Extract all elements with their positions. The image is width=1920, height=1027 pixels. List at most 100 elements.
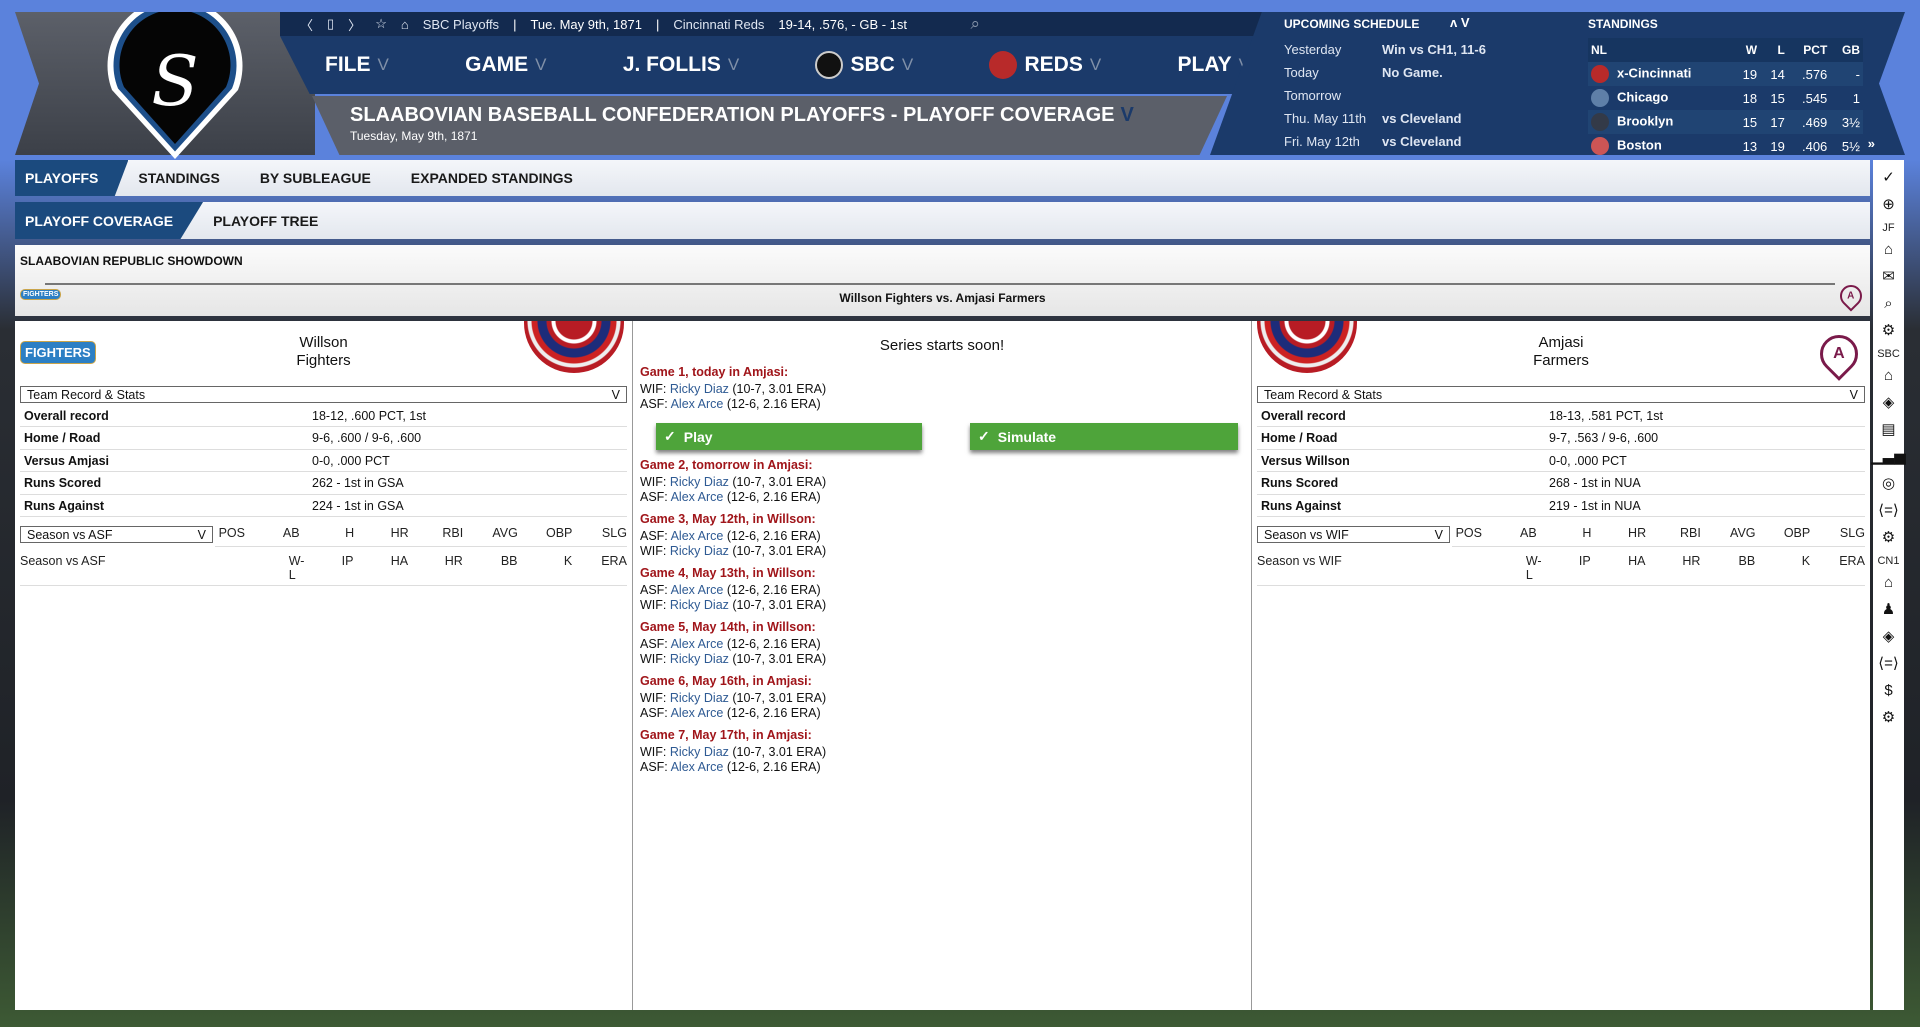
gear-icon[interactable]: ⚙ — [1881, 529, 1896, 546]
tab-by-subleague[interactable]: BY SUBLEAGUE — [259, 170, 371, 186]
stat-value: 219 - 1st in NUA — [1549, 498, 1641, 513]
team-label[interactable]: Cincinnati Reds — [673, 16, 765, 32]
eye-icon[interactable]: ◈ — [1882, 394, 1895, 411]
chevron-down-icon: V — [901, 55, 914, 74]
svg-text:S: S — [151, 42, 198, 122]
standings-row[interactable]: Boston 13 19 .406 5½ — [1588, 134, 1863, 155]
player-link[interactable]: Ricky Diaz — [669, 598, 729, 612]
team-abbr: WIF: — [640, 652, 670, 666]
subtab-bar: PLAYOFF COVERAGE PLAYOFF TREE — [15, 202, 1870, 239]
home-icon[interactable]: ⌂ — [1883, 241, 1894, 258]
select-value: Team Record & Stats — [27, 388, 146, 402]
tab-standings[interactable]: STANDINGS — [138, 170, 220, 186]
chevron-down-icon: V — [197, 528, 206, 542]
trade-icon[interactable]: ⟨=⟩ — [1878, 502, 1899, 519]
tab-expanded-standings[interactable]: EXPANDED STANDINGS — [410, 170, 573, 186]
window-icon[interactable]: ▯ — [327, 16, 335, 31]
gear-icon[interactable]: ⚙ — [1881, 709, 1896, 726]
globe-icon[interactable]: ⊕ — [1882, 196, 1895, 213]
tab-playoffs[interactable]: PLAYOFFS — [15, 160, 129, 196]
schedule-row: Yesterday Win vs CH1, 11-6 — [1284, 42, 1486, 57]
date-label: Tue. May 9th, 1871 — [530, 16, 642, 32]
chevron-down-icon: V — [1849, 388, 1858, 402]
stat-label: Overall record — [24, 408, 109, 423]
home-icon[interactable]: ⌂ — [1883, 367, 1894, 384]
season-split-select[interactable]: Season vs ASF V — [20, 526, 213, 543]
back-icon[interactable]: 〈 — [300, 17, 314, 33]
gear-icon[interactable]: ⚙ — [1881, 322, 1896, 339]
player-link[interactable]: Ricky Diaz — [669, 475, 729, 489]
stats-view-select[interactable]: Team Record & Stats V — [20, 386, 627, 403]
trade-icon[interactable]: ⟨=⟩ — [1878, 655, 1899, 672]
series-panel: Series starts soon! Game 1, today in Amj… — [633, 321, 1252, 1010]
baseball-icon[interactable]: ◎ — [1881, 475, 1896, 492]
chart-icon[interactable]: ▁▃▅ — [1871, 448, 1906, 465]
stat-row: Versus Amjasi 0-0, .000 PCT — [20, 450, 627, 472]
standings-row[interactable]: x-Cincinnati 19 14 .576 - — [1588, 62, 1863, 86]
simulate-button[interactable]: ✓ Simulate — [970, 423, 1238, 450]
player-link[interactable]: Ricky Diaz — [669, 382, 729, 396]
stat-value: 0-0, .000 PCT — [312, 453, 390, 468]
stat-label: Overall record — [1261, 408, 1346, 423]
home-icon[interactable]: ⌂ — [1883, 574, 1894, 591]
search-icon[interactable]: ⌕ — [1884, 295, 1893, 312]
player-link[interactable]: Ricky Diaz — [669, 652, 729, 666]
menu-file[interactable]: FILE V — [325, 53, 389, 77]
stat-value: 262 - 1st in GSA — [312, 476, 404, 490]
series-matchup: Willson Fighters vs. Amjasi Farmers — [839, 291, 1046, 305]
forward-icon[interactable]: 〉 — [348, 17, 362, 33]
mail-icon[interactable]: ✉ — [1882, 268, 1895, 285]
menu-game[interactable]: GAME V — [465, 53, 546, 77]
standings-row[interactable]: Brooklyn 15 17 .469 3½ — [1588, 110, 1863, 134]
player-link[interactable]: Alex Arce — [670, 637, 724, 651]
stats-view-select[interactable]: Team Record & Stats V — [1257, 386, 1865, 403]
menu-play[interactable]: PLAYV — [1178, 53, 1250, 77]
home-icon[interactable]: ⌂ — [400, 16, 409, 32]
team-name: Brooklyn — [1617, 113, 1674, 129]
team-abbr: ASF: — [640, 760, 671, 774]
player-link[interactable]: Alex Arce — [670, 490, 724, 504]
pitcher-stats: (10-7, 3.01 ERA) — [728, 382, 827, 396]
chevron-down-icon[interactable]: V — [1120, 104, 1134, 126]
col-header: POS — [218, 526, 245, 540]
pitcher-stats: (10-7, 3.01 ERA) — [728, 475, 827, 489]
team-abbr: ASF: — [640, 490, 671, 504]
menu-league[interactable]: SBC V — [815, 51, 913, 79]
tab-playoff-coverage[interactable]: PLAYOFF COVERAGE — [15, 202, 204, 239]
menu-label: FILE — [325, 53, 371, 76]
player-link[interactable]: Alex Arce — [670, 529, 724, 543]
season-split-select[interactable]: Season vs WIF V — [1257, 526, 1450, 543]
player-link[interactable]: Alex Arce — [670, 397, 724, 411]
select-value: Team Record & Stats — [1264, 388, 1383, 402]
menu-manager[interactable]: J. FOLLIS V — [623, 53, 739, 77]
player-link[interactable]: Ricky Diaz — [669, 745, 729, 759]
search-icon[interactable]: ⌕ — [970, 14, 980, 33]
standings-table: NL W L PCT GB x-Cincinnati 19 14 .576 - Chica… — [1588, 38, 1863, 155]
pitcher-stats: (10-7, 3.01 ERA) — [728, 691, 827, 705]
coach-icon[interactable]: ♟ — [1881, 601, 1896, 618]
eye-icon[interactable]: ◈ — [1882, 628, 1895, 645]
schedule-scroll-arrows[interactable]: ʌ V — [1450, 15, 1470, 30]
card-icon[interactable]: ▤ — [1881, 421, 1896, 438]
player-link[interactable]: Alex Arce — [670, 760, 724, 774]
dollar-icon[interactable]: $ — [1884, 682, 1893, 699]
stat-pct: .545 — [1801, 90, 1828, 106]
schedule-day: Yesterday — [1284, 42, 1342, 57]
schedule-day: Fri. May 12th — [1284, 134, 1360, 149]
standings-row[interactable]: Chicago 18 15 .545 1 — [1588, 86, 1863, 110]
tab-playoff-tree[interactable]: PLAYOFF TREE — [213, 212, 319, 229]
play-button[interactable]: ✓ Play — [656, 423, 922, 450]
check-icon[interactable]: ✓ — [1882, 169, 1895, 186]
player-link[interactable]: Alex Arce — [670, 706, 724, 720]
expand-standings-icon[interactable]: » — [1867, 136, 1875, 151]
pitcher-stats: (12-6, 2.16 ERA) — [723, 706, 821, 720]
player-link[interactable]: Ricky Diaz — [669, 544, 729, 558]
league-logo[interactable]: S — [100, 12, 250, 162]
menu-team[interactable]: REDS V — [989, 51, 1101, 79]
col-header: AB — [1520, 526, 1537, 540]
left-team-panel: FIGHTERS Willson Fighters Team Record & Sta… — [15, 321, 633, 1010]
star-icon[interactable]: ☆ — [375, 16, 387, 31]
player-link[interactable]: Alex Arce — [670, 583, 724, 597]
chevron-down-icon: V — [1434, 528, 1443, 542]
player-link[interactable]: Ricky Diaz — [669, 691, 729, 705]
